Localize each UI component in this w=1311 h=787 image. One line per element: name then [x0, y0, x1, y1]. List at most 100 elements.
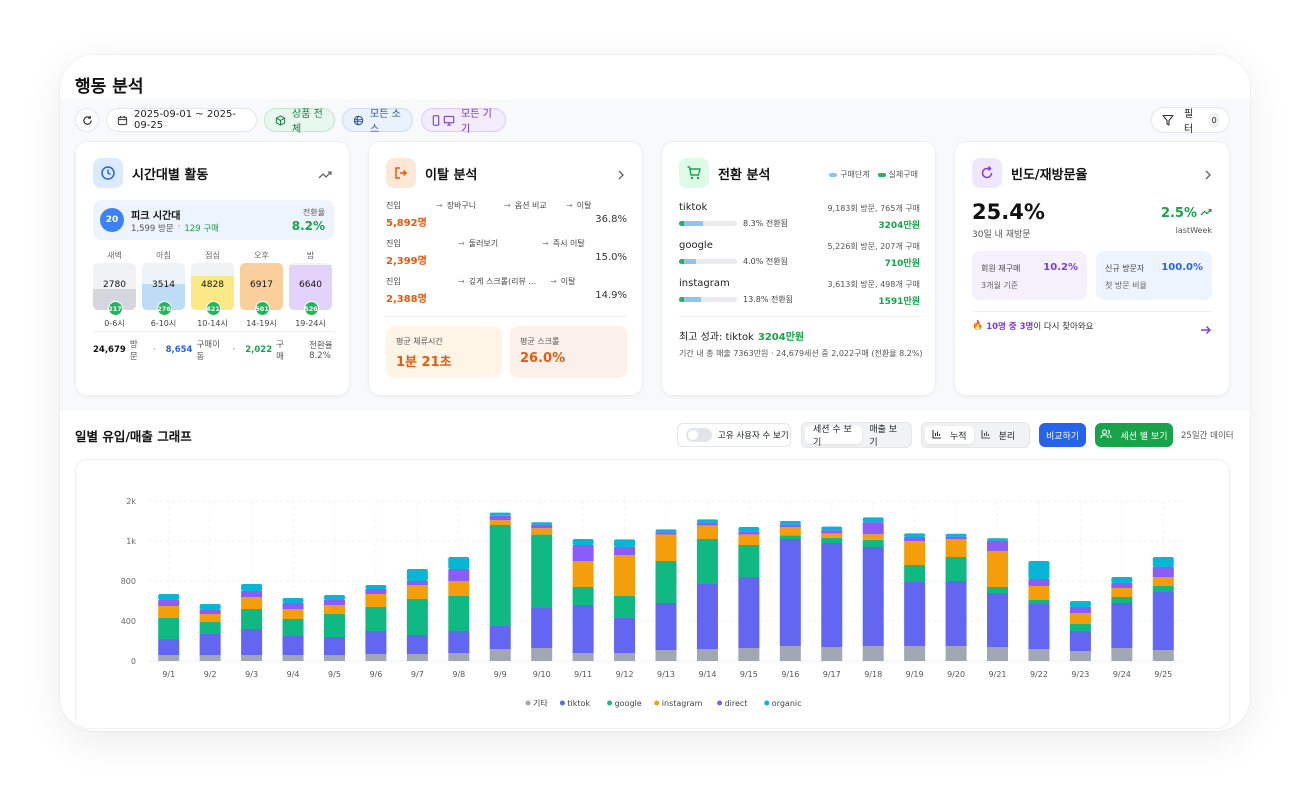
bar-segment-tiktok[interactable] — [945, 581, 967, 646]
bar-segment-기타[interactable] — [655, 650, 677, 661]
bar-segment-tiktok[interactable] — [904, 582, 926, 646]
bar-segment-기타[interactable] — [448, 653, 470, 661]
bar-segment-tiktok[interactable] — [406, 635, 428, 654]
bar-segment-direct[interactable] — [241, 591, 263, 597]
bar-segment-direct[interactable] — [406, 581, 428, 585]
bar-segment-google[interactable] — [696, 539, 718, 584]
stacked-tab[interactable]: 누적 — [925, 426, 974, 444]
bar-segment-direct[interactable] — [862, 522, 884, 535]
bar-segment-tiktok[interactable] — [614, 618, 636, 653]
bar-segment-tiktok[interactable] — [655, 603, 677, 650]
bar-segment-instagram[interactable] — [821, 533, 843, 538]
chevron-right-icon[interactable] — [617, 166, 625, 185]
bar-segment-tiktok[interactable] — [241, 629, 263, 655]
bar-segment-instagram[interactable] — [1028, 586, 1050, 600]
bar-segment-기타[interactable] — [323, 655, 345, 661]
bar-segment-google[interactable] — [614, 596, 636, 618]
bar-segment-기타[interactable] — [945, 646, 967, 661]
compare-button[interactable]: 비교하기 — [1039, 423, 1086, 447]
bar-segment-organic[interactable] — [655, 529, 677, 533]
bar-segment-tiktok[interactable] — [1028, 604, 1050, 649]
bar-segment-organic[interactable] — [904, 533, 926, 537]
bar-segment-instagram[interactable] — [448, 581, 470, 596]
bar-segment-기타[interactable] — [241, 655, 263, 661]
bar-segment-기타[interactable] — [696, 649, 718, 661]
bar-segment-google[interactable] — [1152, 586, 1174, 592]
bar-segment-기타[interactable] — [282, 655, 304, 661]
bar-segment-google[interactable] — [531, 534, 553, 608]
bar-segment-google[interactable] — [655, 561, 677, 603]
bar-segment-direct[interactable] — [614, 547, 636, 555]
filter-button[interactable]: 필터 0 — [1151, 107, 1230, 135]
bar-segment-google[interactable] — [489, 525, 511, 626]
bar-segment-tiktok[interactable] — [531, 608, 553, 648]
bar-segment-기타[interactable] — [1028, 649, 1050, 661]
bar-segment-organic[interactable] — [862, 517, 884, 523]
bar-segment-기타[interactable] — [821, 647, 843, 661]
bar-segment-google[interactable] — [241, 609, 263, 629]
bar-segment-google[interactable] — [779, 535, 801, 539]
bar-segment-organic[interactable] — [614, 539, 636, 547]
bar-segment-organic[interactable] — [738, 527, 760, 532]
bar-segment-instagram[interactable] — [406, 585, 428, 599]
split-tab[interactable]: 분리 — [974, 429, 1023, 442]
bar-segment-tiktok[interactable] — [365, 631, 387, 654]
bar-segment-organic[interactable] — [531, 522, 553, 525]
unique-users-toggle[interactable]: 고유 사용자 수 보기 — [677, 423, 791, 447]
bar-segment-기타[interactable] — [904, 646, 926, 661]
bar-segment-direct[interactable] — [987, 540, 1009, 551]
bar-segment-organic[interactable] — [199, 604, 221, 610]
bar-segment-기타[interactable] — [365, 654, 387, 661]
bar-segment-기타[interactable] — [158, 655, 180, 661]
bar-segment-tiktok[interactable] — [158, 639, 180, 655]
bar-segment-direct[interactable] — [821, 530, 843, 534]
bar-segment-tiktok[interactable] — [448, 631, 470, 653]
bar-segment-instagram[interactable] — [614, 555, 636, 596]
bar-segment-direct[interactable] — [945, 536, 967, 539]
bar-segment-organic[interactable] — [696, 519, 718, 523]
product-filter-button[interactable]: 상품 전체 — [264, 108, 335, 135]
bar-segment-tiktok[interactable] — [282, 636, 304, 655]
bar-segment-기타[interactable] — [199, 655, 221, 661]
bar-segment-instagram[interactable] — [365, 594, 387, 607]
toggle-switch[interactable] — [686, 428, 712, 442]
bar-segment-google[interactable] — [365, 607, 387, 631]
session-count-tab[interactable]: 세션 수 보기 — [805, 425, 863, 448]
bar-segment-google[interactable] — [199, 622, 221, 634]
bar-segment-organic[interactable] — [1152, 557, 1174, 567]
bar-segment-direct[interactable] — [696, 522, 718, 526]
bar-segment-tiktok[interactable] — [821, 543, 843, 647]
bar-segment-organic[interactable] — [1028, 561, 1050, 579]
bar-segment-instagram[interactable] — [655, 534, 677, 561]
bar-segment-google[interactable] — [1111, 597, 1133, 603]
bar-segment-tiktok[interactable] — [323, 637, 345, 655]
bar-segment-instagram[interactable] — [1111, 588, 1133, 597]
bar-segment-organic[interactable] — [1069, 601, 1091, 607]
bar-segment-tiktok[interactable] — [738, 577, 760, 648]
bar-segment-organic[interactable] — [1111, 577, 1133, 583]
bar-segment-google[interactable] — [1028, 600, 1050, 604]
bar-segment-instagram[interactable] — [531, 528, 553, 535]
bar-segment-google[interactable] — [862, 539, 884, 547]
bar-segment-direct[interactable] — [738, 531, 760, 535]
arrow-right-icon[interactable] — [1200, 320, 1212, 339]
bar-segment-direct[interactable] — [158, 600, 180, 606]
bar-segment-direct[interactable] — [1152, 567, 1174, 577]
bar-segment-기타[interactable] — [531, 648, 553, 661]
bar-segment-기타[interactable] — [572, 653, 594, 661]
bar-segment-tiktok[interactable] — [862, 547, 884, 646]
bar-segment-instagram[interactable] — [779, 527, 801, 536]
bar-segment-google[interactable] — [1069, 624, 1091, 631]
bar-segment-google[interactable] — [821, 537, 843, 543]
bar-segment-direct[interactable] — [282, 603, 304, 609]
bar-segment-instagram[interactable] — [696, 525, 718, 539]
bar-segment-direct[interactable] — [199, 610, 221, 614]
bar-segment-organic[interactable] — [821, 526, 843, 531]
bar-segment-direct[interactable] — [904, 537, 926, 541]
bar-segment-tiktok[interactable] — [1111, 603, 1133, 648]
bar-segment-google[interactable] — [323, 614, 345, 637]
revenue-tab[interactable]: 매출 보기 — [869, 425, 898, 448]
bar-segment-instagram[interactable] — [323, 605, 345, 614]
bar-segment-organic[interactable] — [158, 594, 180, 600]
session-view-button[interactable]: 세션 별 보기 — [1095, 423, 1173, 447]
